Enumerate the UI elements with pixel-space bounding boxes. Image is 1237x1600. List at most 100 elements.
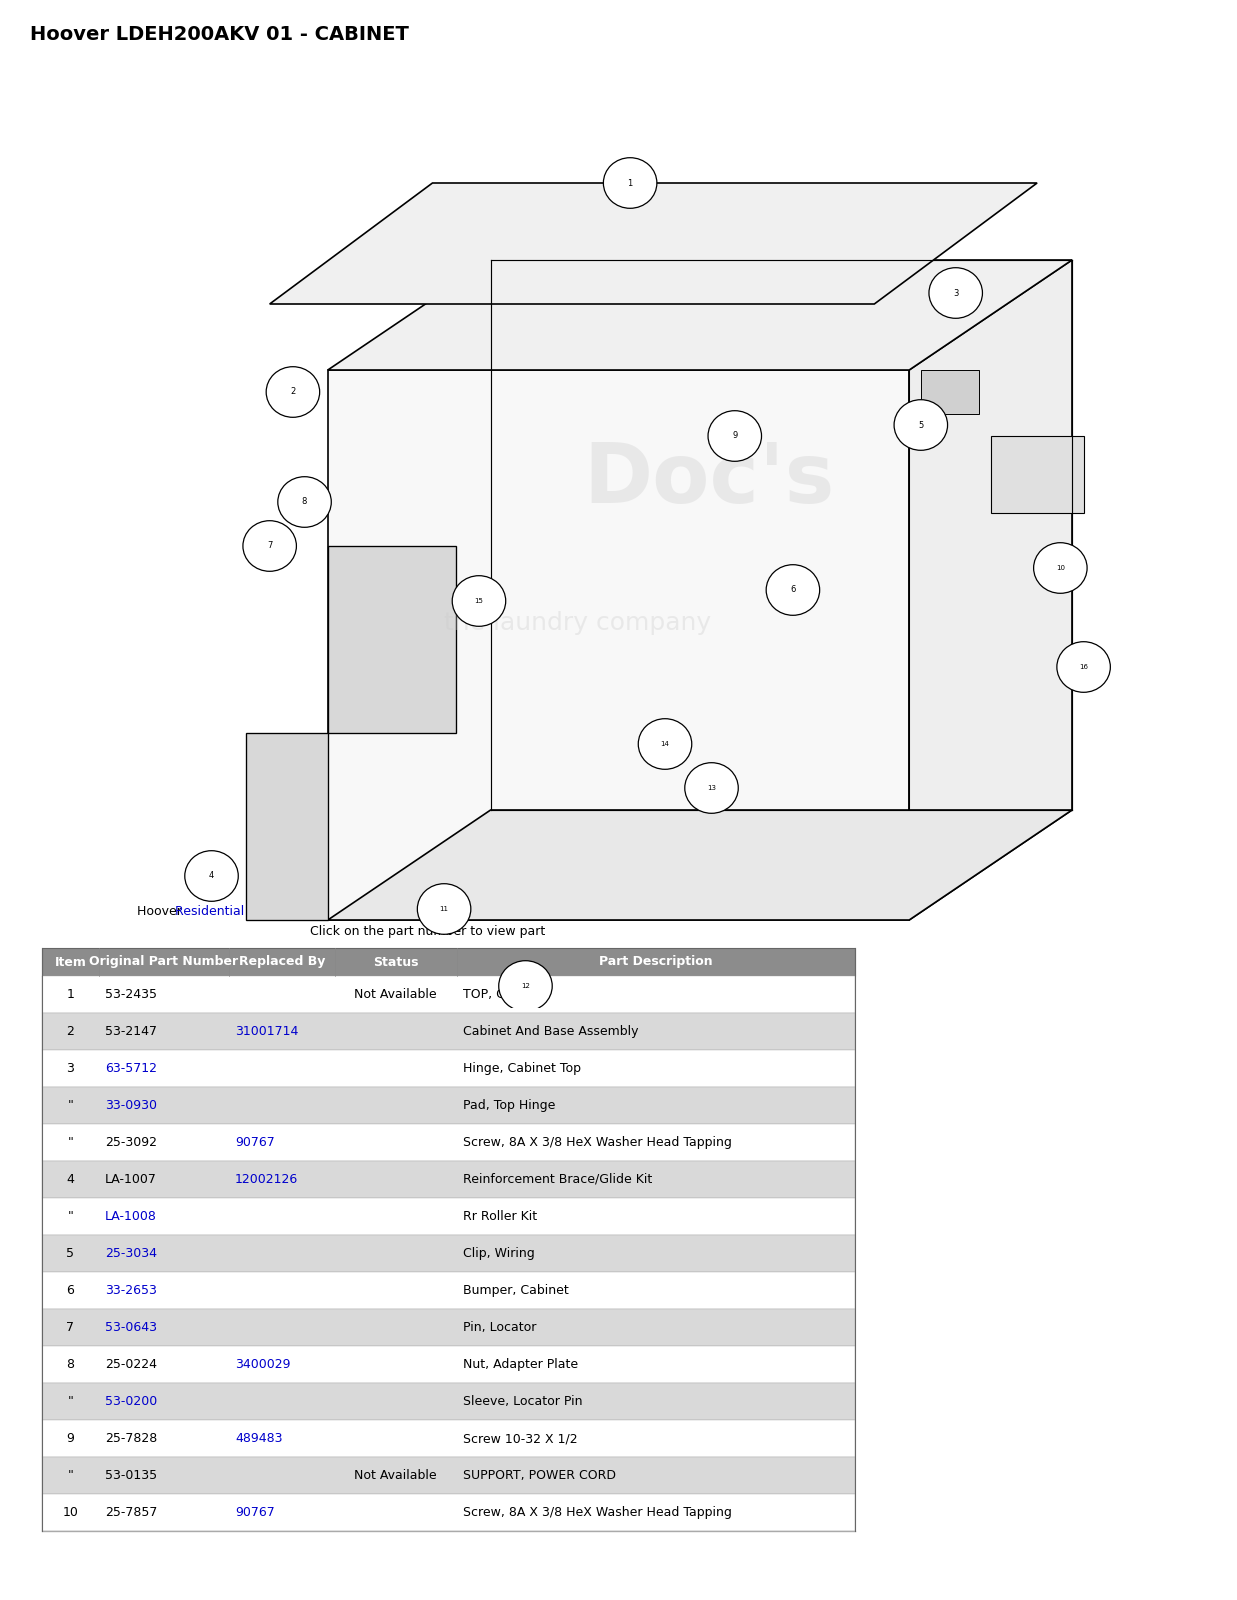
Text: 6: 6 — [67, 1283, 74, 1298]
Text: ": " — [68, 1099, 73, 1112]
Text: 25-0224: 25-0224 — [105, 1358, 157, 1371]
Text: 25-3034: 25-3034 — [105, 1246, 157, 1261]
Text: 10: 10 — [63, 1506, 78, 1518]
Text: 53-2435: 53-2435 — [105, 987, 157, 1002]
Text: 90767: 90767 — [235, 1136, 275, 1149]
Text: Cabinet And Base Assembly: Cabinet And Base Assembly — [463, 1026, 638, 1038]
Text: 53-0200: 53-0200 — [105, 1395, 157, 1408]
Text: Not Available: Not Available — [354, 987, 437, 1002]
Text: Parts Diagram 01 - CABINET: Parts Diagram 01 - CABINET — [430, 906, 610, 918]
Text: Clip, Wiring: Clip, Wiring — [463, 1246, 534, 1261]
Text: 1: 1 — [67, 987, 74, 1002]
Circle shape — [1056, 642, 1111, 693]
Text: 3: 3 — [67, 1062, 74, 1075]
Circle shape — [929, 267, 982, 318]
Text: ": " — [68, 1136, 73, 1149]
Text: Click on the part number to view part: Click on the part number to view part — [310, 925, 546, 938]
Text: 3: 3 — [952, 288, 959, 298]
FancyBboxPatch shape — [42, 1086, 855, 1123]
Text: 25-7828: 25-7828 — [105, 1432, 157, 1445]
Text: 2: 2 — [291, 387, 296, 397]
Polygon shape — [328, 546, 455, 733]
Text: 33-2653: 33-2653 — [105, 1283, 157, 1298]
Text: Status: Status — [372, 955, 418, 968]
Text: 7: 7 — [267, 541, 272, 550]
Text: 2: 2 — [67, 1026, 74, 1038]
Text: Item: Item — [54, 955, 87, 968]
Text: ": " — [68, 1395, 73, 1408]
FancyBboxPatch shape — [42, 1494, 855, 1531]
Text: 4: 4 — [209, 872, 214, 880]
Text: 3400029: 3400029 — [235, 1358, 291, 1371]
Text: 13: 13 — [708, 786, 716, 790]
Polygon shape — [270, 182, 1037, 304]
Text: 9: 9 — [732, 432, 737, 440]
Text: 489483: 489483 — [235, 1432, 282, 1445]
Text: Screw 10-32 X 1/2: Screw 10-32 X 1/2 — [463, 1432, 578, 1445]
Text: Reinforcement Brace/Glide Kit: Reinforcement Brace/Glide Kit — [463, 1173, 652, 1186]
Text: 10: 10 — [1056, 565, 1065, 571]
Text: ": " — [68, 1210, 73, 1222]
Polygon shape — [328, 370, 909, 920]
Circle shape — [766, 565, 820, 616]
Circle shape — [604, 158, 657, 208]
Text: Sleeve, Locator Pin: Sleeve, Locator Pin — [463, 1395, 583, 1408]
Text: 53-0643: 53-0643 — [105, 1322, 157, 1334]
FancyBboxPatch shape — [42, 1013, 855, 1050]
Circle shape — [266, 366, 319, 418]
Text: Hoover: Hoover — [137, 906, 186, 918]
Circle shape — [708, 411, 762, 461]
Text: 16: 16 — [1079, 664, 1089, 670]
Circle shape — [894, 400, 948, 450]
Text: Bumper, Cabinet: Bumper, Cabinet — [463, 1283, 568, 1298]
Text: 11: 11 — [439, 906, 449, 912]
Text: 4: 4 — [67, 1173, 74, 1186]
Text: 15: 15 — [475, 598, 484, 603]
Text: Doc's: Doc's — [584, 440, 835, 520]
Polygon shape — [909, 259, 1072, 920]
FancyBboxPatch shape — [42, 976, 855, 1013]
FancyBboxPatch shape — [42, 1346, 855, 1382]
Text: 9: 9 — [67, 1432, 74, 1445]
FancyBboxPatch shape — [42, 1162, 855, 1198]
Text: Replaced By: Replaced By — [239, 955, 325, 968]
Text: Screw, 8A X 3/8 HeX Washer Head Tapping: Screw, 8A X 3/8 HeX Washer Head Tapping — [463, 1506, 731, 1518]
Circle shape — [499, 960, 552, 1011]
FancyBboxPatch shape — [42, 1309, 855, 1346]
Text: 90767: 90767 — [235, 1506, 275, 1518]
Text: TOP, CABINET: TOP, CABINET — [463, 987, 550, 1002]
Text: 53-2147: 53-2147 — [105, 1026, 157, 1038]
Text: 25-7857: 25-7857 — [105, 1506, 157, 1518]
FancyBboxPatch shape — [42, 1382, 855, 1421]
FancyBboxPatch shape — [42, 1123, 855, 1162]
Text: 6: 6 — [790, 586, 795, 595]
Text: Hinge, Cabinet Top: Hinge, Cabinet Top — [463, 1062, 580, 1075]
Text: 12002126: 12002126 — [235, 1173, 298, 1186]
Text: 53-0135: 53-0135 — [105, 1469, 157, 1482]
FancyBboxPatch shape — [42, 1272, 855, 1309]
Text: Screw, 8A X 3/8 HeX Washer Head Tapping: Screw, 8A X 3/8 HeX Washer Head Tapping — [463, 1136, 731, 1149]
Text: 33-0930: 33-0930 — [105, 1099, 157, 1112]
Circle shape — [278, 477, 332, 528]
FancyBboxPatch shape — [42, 947, 855, 976]
FancyBboxPatch shape — [42, 1421, 855, 1458]
Circle shape — [242, 520, 297, 571]
Text: Part Description: Part Description — [599, 955, 713, 968]
Text: ": " — [68, 1469, 73, 1482]
Circle shape — [417, 883, 471, 934]
Text: the laundry company: the laundry company — [444, 611, 711, 635]
Text: Residential Hoover LDEH200AKV Dryer Parts: Residential Hoover LDEH200AKV Dryer Part… — [174, 906, 454, 918]
Circle shape — [453, 576, 506, 626]
Text: 25-3092: 25-3092 — [105, 1136, 157, 1149]
Text: SUPPORT, POWER CORD: SUPPORT, POWER CORD — [463, 1469, 616, 1482]
FancyBboxPatch shape — [42, 1198, 855, 1235]
Text: LA-1008: LA-1008 — [105, 1210, 157, 1222]
Text: 1: 1 — [627, 179, 633, 187]
Text: Original Part Number: Original Part Number — [89, 955, 239, 968]
Text: 7: 7 — [67, 1322, 74, 1334]
Polygon shape — [920, 370, 978, 414]
Circle shape — [638, 718, 691, 770]
Text: 12: 12 — [521, 982, 529, 989]
Polygon shape — [991, 435, 1084, 514]
Circle shape — [685, 763, 738, 813]
